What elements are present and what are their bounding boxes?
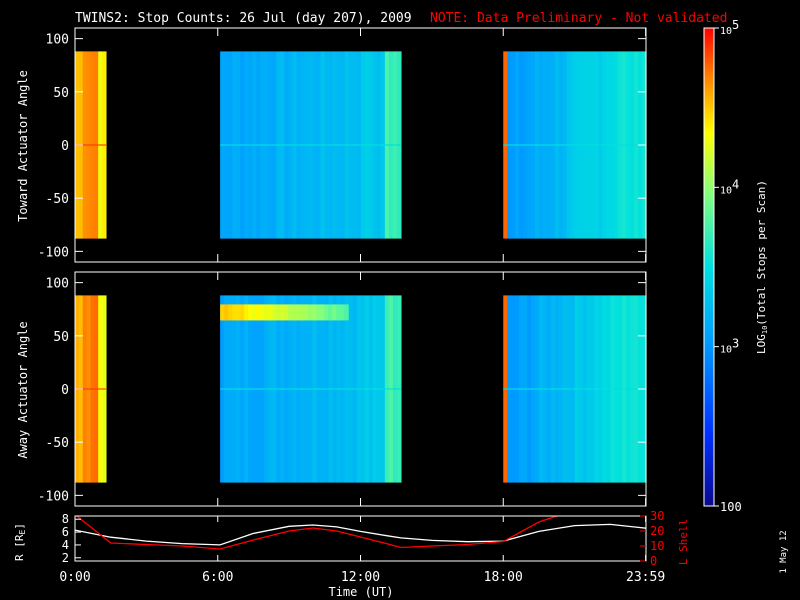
away-hot-band-cell	[244, 304, 249, 321]
away-hot-band-cell	[260, 304, 265, 321]
away-hot-band-cell	[336, 304, 341, 321]
toward-y-axis-label: Toward Actuator Angle	[16, 70, 30, 222]
away-hot-band-cell	[332, 304, 337, 321]
radius-y-tick-label: 8	[62, 512, 69, 526]
toward-heatmap-panel: 100 50 0 -50 -100	[38, 27, 647, 263]
radius-y-tick-label: 2	[62, 551, 69, 565]
away-hot-band-cell	[288, 304, 293, 321]
away-y-tick-label: 0	[61, 383, 69, 398]
colorbar-gradient	[703, 27, 715, 507]
away-hot-band-cell	[344, 304, 349, 321]
away-coverage-segment	[503, 295, 647, 483]
toward-y-tick-label: 100	[46, 33, 69, 48]
away-zero-stripe	[503, 388, 646, 390]
toward-y-tick-label: -100	[38, 245, 69, 260]
away-hot-band-cell	[312, 304, 317, 321]
x-tick-label: 18:00	[484, 570, 523, 585]
toward-coverage-segment	[220, 51, 402, 239]
radius-label-main: R [R	[13, 534, 26, 561]
away-hot-band-cell	[320, 304, 325, 321]
radius-label-end: ]	[13, 523, 26, 530]
chart-note: NOTE: Data Preliminary - Not validated	[430, 11, 727, 26]
away-zero-stripe	[220, 388, 401, 390]
lshell-y-tick-label: 20	[650, 524, 664, 538]
away-hot-band-cell	[232, 304, 237, 321]
colorbar-tick-label: 104	[720, 177, 739, 196]
toward-y-tick-label: -50	[46, 192, 69, 207]
lshell-y-tick-label: 0	[650, 554, 657, 568]
away-hot-band-cell	[328, 304, 333, 321]
away-hot-band-cell	[316, 304, 321, 321]
lshell-series-line	[75, 516, 559, 550]
lshell-y-axis-label: L Shell	[677, 519, 690, 565]
away-hot-band-cell	[276, 304, 281, 321]
away-hot-band-cell	[304, 304, 309, 321]
away-y-axis-label: Away Actuator Angle	[16, 321, 30, 458]
away-hot-band-cell	[228, 304, 233, 321]
x-tick-label: 23:59	[626, 570, 665, 585]
line-plot-frame	[74, 515, 647, 562]
away-hot-band-cell	[292, 304, 297, 321]
away-hot-band-cell	[248, 304, 253, 321]
colorbar-tick-label: 105	[720, 18, 739, 37]
away-hot-band-cell	[268, 304, 273, 321]
away-hot-band-cell	[240, 304, 245, 321]
away-hot-band-cell	[284, 304, 289, 321]
away-hot-band-cell	[264, 304, 269, 321]
colorbar: 105 104 103 100 LOG10(Total Stops per Scan)	[703, 18, 769, 514]
away-y-tick-label: -50	[46, 436, 69, 451]
radius-y-tick-label: 6	[62, 525, 69, 539]
colorbar-label-pre: LOG	[755, 334, 768, 354]
away-zero-stripe	[75, 388, 106, 390]
colorbar-tick-label: 103	[720, 337, 739, 356]
toward-coverage-segment	[503, 51, 647, 239]
away-hot-band-cell	[224, 304, 229, 321]
x-tick-label: 12:00	[341, 570, 380, 585]
x-tick-label: 6:00	[202, 570, 233, 585]
away-y-tick-label: -100	[38, 489, 69, 504]
away-hot-band-cell	[220, 304, 225, 321]
away-y-tick-label: 100	[46, 277, 69, 292]
away-y-tick-label: 50	[53, 330, 69, 345]
away-hot-band-cell	[300, 304, 305, 321]
toward-zero-stripe	[75, 144, 106, 146]
chart-title: TWINS2: Stop Counts: 26 Jul (day 207), 2…	[75, 11, 412, 26]
away-heatmap-panel: 100 50 0 -50 -100	[38, 271, 647, 507]
away-hot-band-cell	[340, 304, 345, 321]
radius-series-line	[75, 523, 646, 546]
footer-date: 1 May 12	[779, 530, 789, 573]
radius-y-axis-label: R [RE]	[13, 523, 27, 561]
colorbar-ticks: 105 104 103 100	[714, 18, 742, 514]
colorbar-tick-label: 100	[720, 500, 742, 514]
lshell-y-tick-label: 30	[650, 509, 664, 523]
away-hot-band-cell	[280, 304, 285, 321]
radius-y-tick-label: 4	[62, 538, 69, 552]
away-hot-band-cell	[252, 304, 257, 321]
away-coverage-segment	[220, 295, 402, 483]
away-hot-band-cell	[296, 304, 301, 321]
lshell-y-tick-label: 10	[650, 539, 664, 553]
toward-zero-stripe	[220, 144, 401, 146]
away-hot-band-cell	[256, 304, 261, 321]
x-tick-label: 0:00	[59, 570, 90, 585]
radius-label-sub: E	[18, 529, 27, 534]
toward-zero-stripe	[503, 144, 646, 146]
away-hot-band-cell	[324, 304, 329, 321]
colorbar-label-sub: 10	[761, 326, 769, 334]
colorbar-label: LOG10(Total Stops per Scan)	[755, 180, 769, 354]
away-hot-band-cell	[272, 304, 277, 321]
away-hot-band-cell	[308, 304, 313, 321]
toward-y-tick-label: 0	[61, 139, 69, 154]
colorbar-label-post: (Total Stops per Scan)	[755, 180, 768, 326]
toward-y-tick-label: 50	[53, 86, 69, 101]
x-axis-label: Time (UT)	[328, 585, 393, 599]
away-hot-band-cell	[236, 304, 241, 321]
